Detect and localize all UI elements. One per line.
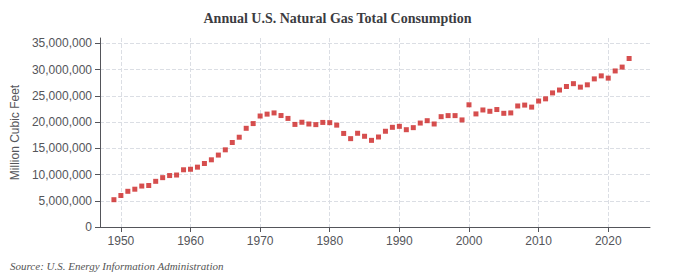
svg-text:Source: U.S. Energy Informatio: Source: U.S. Energy Information Administ… (10, 260, 224, 272)
svg-text:2000: 2000 (456, 234, 483, 248)
svg-text:Million Cubic Feet: Million Cubic Feet (8, 84, 22, 180)
svg-text:1950: 1950 (108, 234, 135, 248)
svg-text:25,000,000: 25,000,000 (32, 89, 92, 103)
svg-text:1980: 1980 (316, 234, 343, 248)
svg-text:10,000,000: 10,000,000 (32, 168, 92, 182)
svg-text:0: 0 (85, 220, 92, 234)
svg-text:30,000,000: 30,000,000 (32, 63, 92, 77)
svg-text:Annual U.S. Natural Gas Total: Annual U.S. Natural Gas Total Consumptio… (203, 11, 471, 26)
svg-text:1960: 1960 (177, 234, 204, 248)
svg-text:5,000,000: 5,000,000 (39, 194, 93, 208)
svg-text:35,000,000: 35,000,000 (32, 36, 92, 50)
svg-text:15,000,000: 15,000,000 (32, 141, 92, 155)
svg-text:2010: 2010 (525, 234, 552, 248)
svg-text:1990: 1990 (386, 234, 413, 248)
svg-text:1970: 1970 (247, 234, 274, 248)
svg-text:2020: 2020 (595, 234, 622, 248)
svg-text:20,000,000: 20,000,000 (32, 115, 92, 129)
